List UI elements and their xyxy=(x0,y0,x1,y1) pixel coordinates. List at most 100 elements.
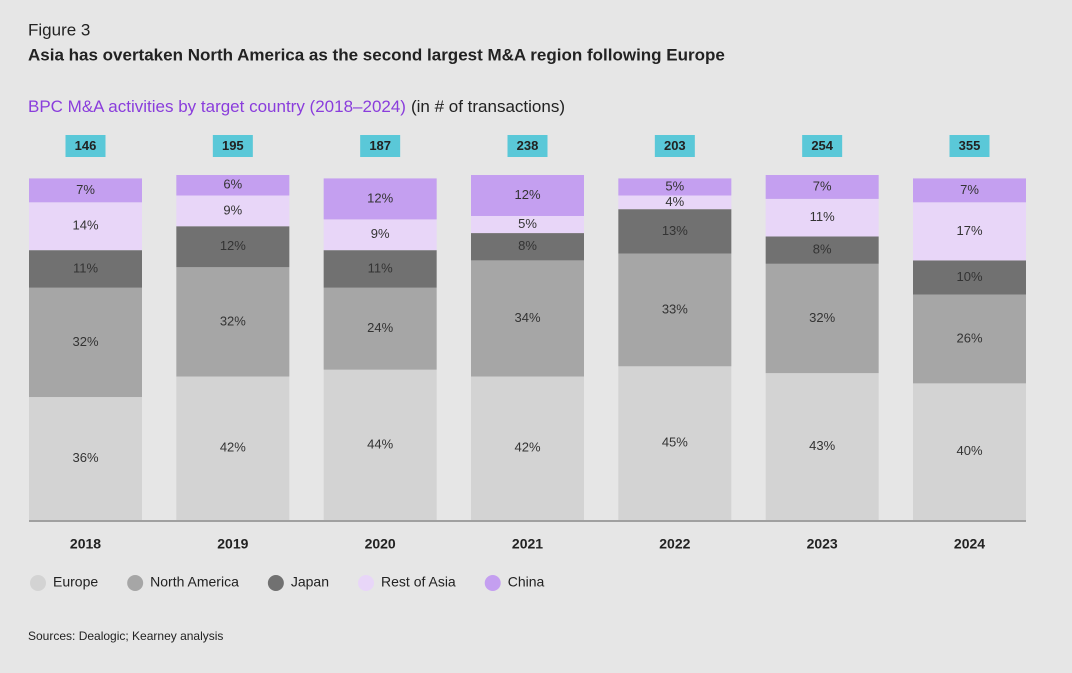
bar-segment xyxy=(765,236,879,264)
bar-segment xyxy=(176,376,290,520)
bar-segment xyxy=(29,287,142,398)
total-label: 203 xyxy=(664,138,686,153)
bar-segment xyxy=(29,250,142,288)
segment-label: 24% xyxy=(367,320,393,335)
segment-label: 12% xyxy=(220,238,246,253)
bar-segment xyxy=(765,263,879,374)
segment-label: 32% xyxy=(809,310,835,325)
x-tick-label: 2019 xyxy=(217,536,248,552)
x-tick-label: 2022 xyxy=(659,536,690,552)
bar-segment xyxy=(618,178,732,196)
segment-label: 26% xyxy=(956,330,982,345)
total-label: 187 xyxy=(369,138,391,153)
segment-label: 7% xyxy=(76,182,95,197)
bar-segment xyxy=(913,383,1026,520)
bar-segment xyxy=(471,260,584,377)
segment-label: 9% xyxy=(371,226,390,241)
segment-label: 42% xyxy=(220,440,246,455)
segment-label: 13% xyxy=(662,223,688,238)
segment-label: 32% xyxy=(72,334,98,349)
bar-segment xyxy=(323,287,437,370)
segment-label: 42% xyxy=(514,440,540,455)
segment-label: 12% xyxy=(367,190,393,205)
bar-segment xyxy=(471,215,584,234)
total-box xyxy=(507,135,548,157)
bar-segment xyxy=(913,294,1026,384)
bar-segment xyxy=(471,233,584,261)
chart-subtitle: BPC M&A activities by target country (20… xyxy=(28,97,565,116)
legend-label: North America xyxy=(150,574,239,590)
legend-label: Europe xyxy=(53,574,98,590)
segment-label: 6% xyxy=(223,177,242,192)
segment-label: 7% xyxy=(960,182,979,197)
bar-segment xyxy=(765,175,879,199)
total-label: 355 xyxy=(959,138,981,153)
bar-segment xyxy=(765,373,879,520)
legend-label: Japan xyxy=(291,574,329,590)
segment-label: 5% xyxy=(518,216,537,231)
bar-segment xyxy=(29,397,142,520)
total-label: 254 xyxy=(811,138,833,153)
segment-label: 33% xyxy=(662,301,688,316)
segment-label: 44% xyxy=(367,436,393,451)
segment-label: 43% xyxy=(809,438,835,453)
bar-segment xyxy=(176,267,290,377)
x-tick-label: 2018 xyxy=(70,536,101,552)
bar-segment xyxy=(29,178,142,203)
bar-segment xyxy=(913,178,1026,203)
segment-label: 11% xyxy=(810,209,835,224)
legend-swatch xyxy=(30,575,46,591)
bar-segment xyxy=(618,253,732,367)
segment-label: 45% xyxy=(662,435,688,450)
total-box xyxy=(360,135,401,157)
legend-label: Rest of Asia xyxy=(381,574,456,590)
bar-segment xyxy=(323,178,437,220)
x-tick-label: 2020 xyxy=(365,536,396,552)
bar-segment xyxy=(765,198,879,237)
bar-segment xyxy=(618,209,732,254)
total-label: 146 xyxy=(75,138,97,153)
total-box xyxy=(654,135,695,157)
segment-label: 5% xyxy=(665,178,684,193)
bar-segment xyxy=(176,226,290,268)
bar-segment xyxy=(471,376,584,520)
legend-swatch xyxy=(127,575,144,591)
x-tick-label: 2024 xyxy=(954,536,985,552)
total-box xyxy=(802,135,843,157)
segment-label: 8% xyxy=(518,238,537,253)
total-box xyxy=(65,135,106,157)
subtitle-unit: (in # of transactions) xyxy=(411,97,565,116)
legend-swatch xyxy=(358,575,375,591)
segment-label: 32% xyxy=(220,313,246,328)
total-label: 195 xyxy=(222,138,244,153)
x-tick-label: 2021 xyxy=(512,536,543,552)
bar-segment xyxy=(618,366,732,520)
segment-label: 40% xyxy=(956,443,982,458)
bar-segment xyxy=(913,202,1026,261)
bar-segment xyxy=(618,195,732,210)
bar-segment xyxy=(323,369,437,520)
segment-label: 34% xyxy=(514,310,540,325)
bar-segment xyxy=(913,260,1026,295)
total-box xyxy=(212,135,253,157)
total-label: 238 xyxy=(517,138,539,153)
bar-segment xyxy=(176,175,290,196)
segment-label: 10% xyxy=(956,269,982,284)
segment-label: 11% xyxy=(73,260,98,275)
bar-segment xyxy=(323,219,437,251)
chart-title: Asia has overtaken North America as the … xyxy=(28,45,725,64)
segment-label: 9% xyxy=(223,202,242,217)
x-tick-label: 2023 xyxy=(807,536,838,552)
bar-segment xyxy=(323,250,437,288)
segment-label: 4% xyxy=(665,194,684,209)
subtitle-main: BPC M&A activities by target country (20… xyxy=(28,97,406,116)
figure-label: Figure 3 xyxy=(28,20,90,39)
segment-label: 17% xyxy=(956,223,982,238)
legend-swatch xyxy=(484,575,501,591)
legend-label: China xyxy=(508,574,545,590)
segment-label: 12% xyxy=(514,187,540,202)
total-box xyxy=(949,135,990,157)
bar-segment xyxy=(471,175,584,216)
